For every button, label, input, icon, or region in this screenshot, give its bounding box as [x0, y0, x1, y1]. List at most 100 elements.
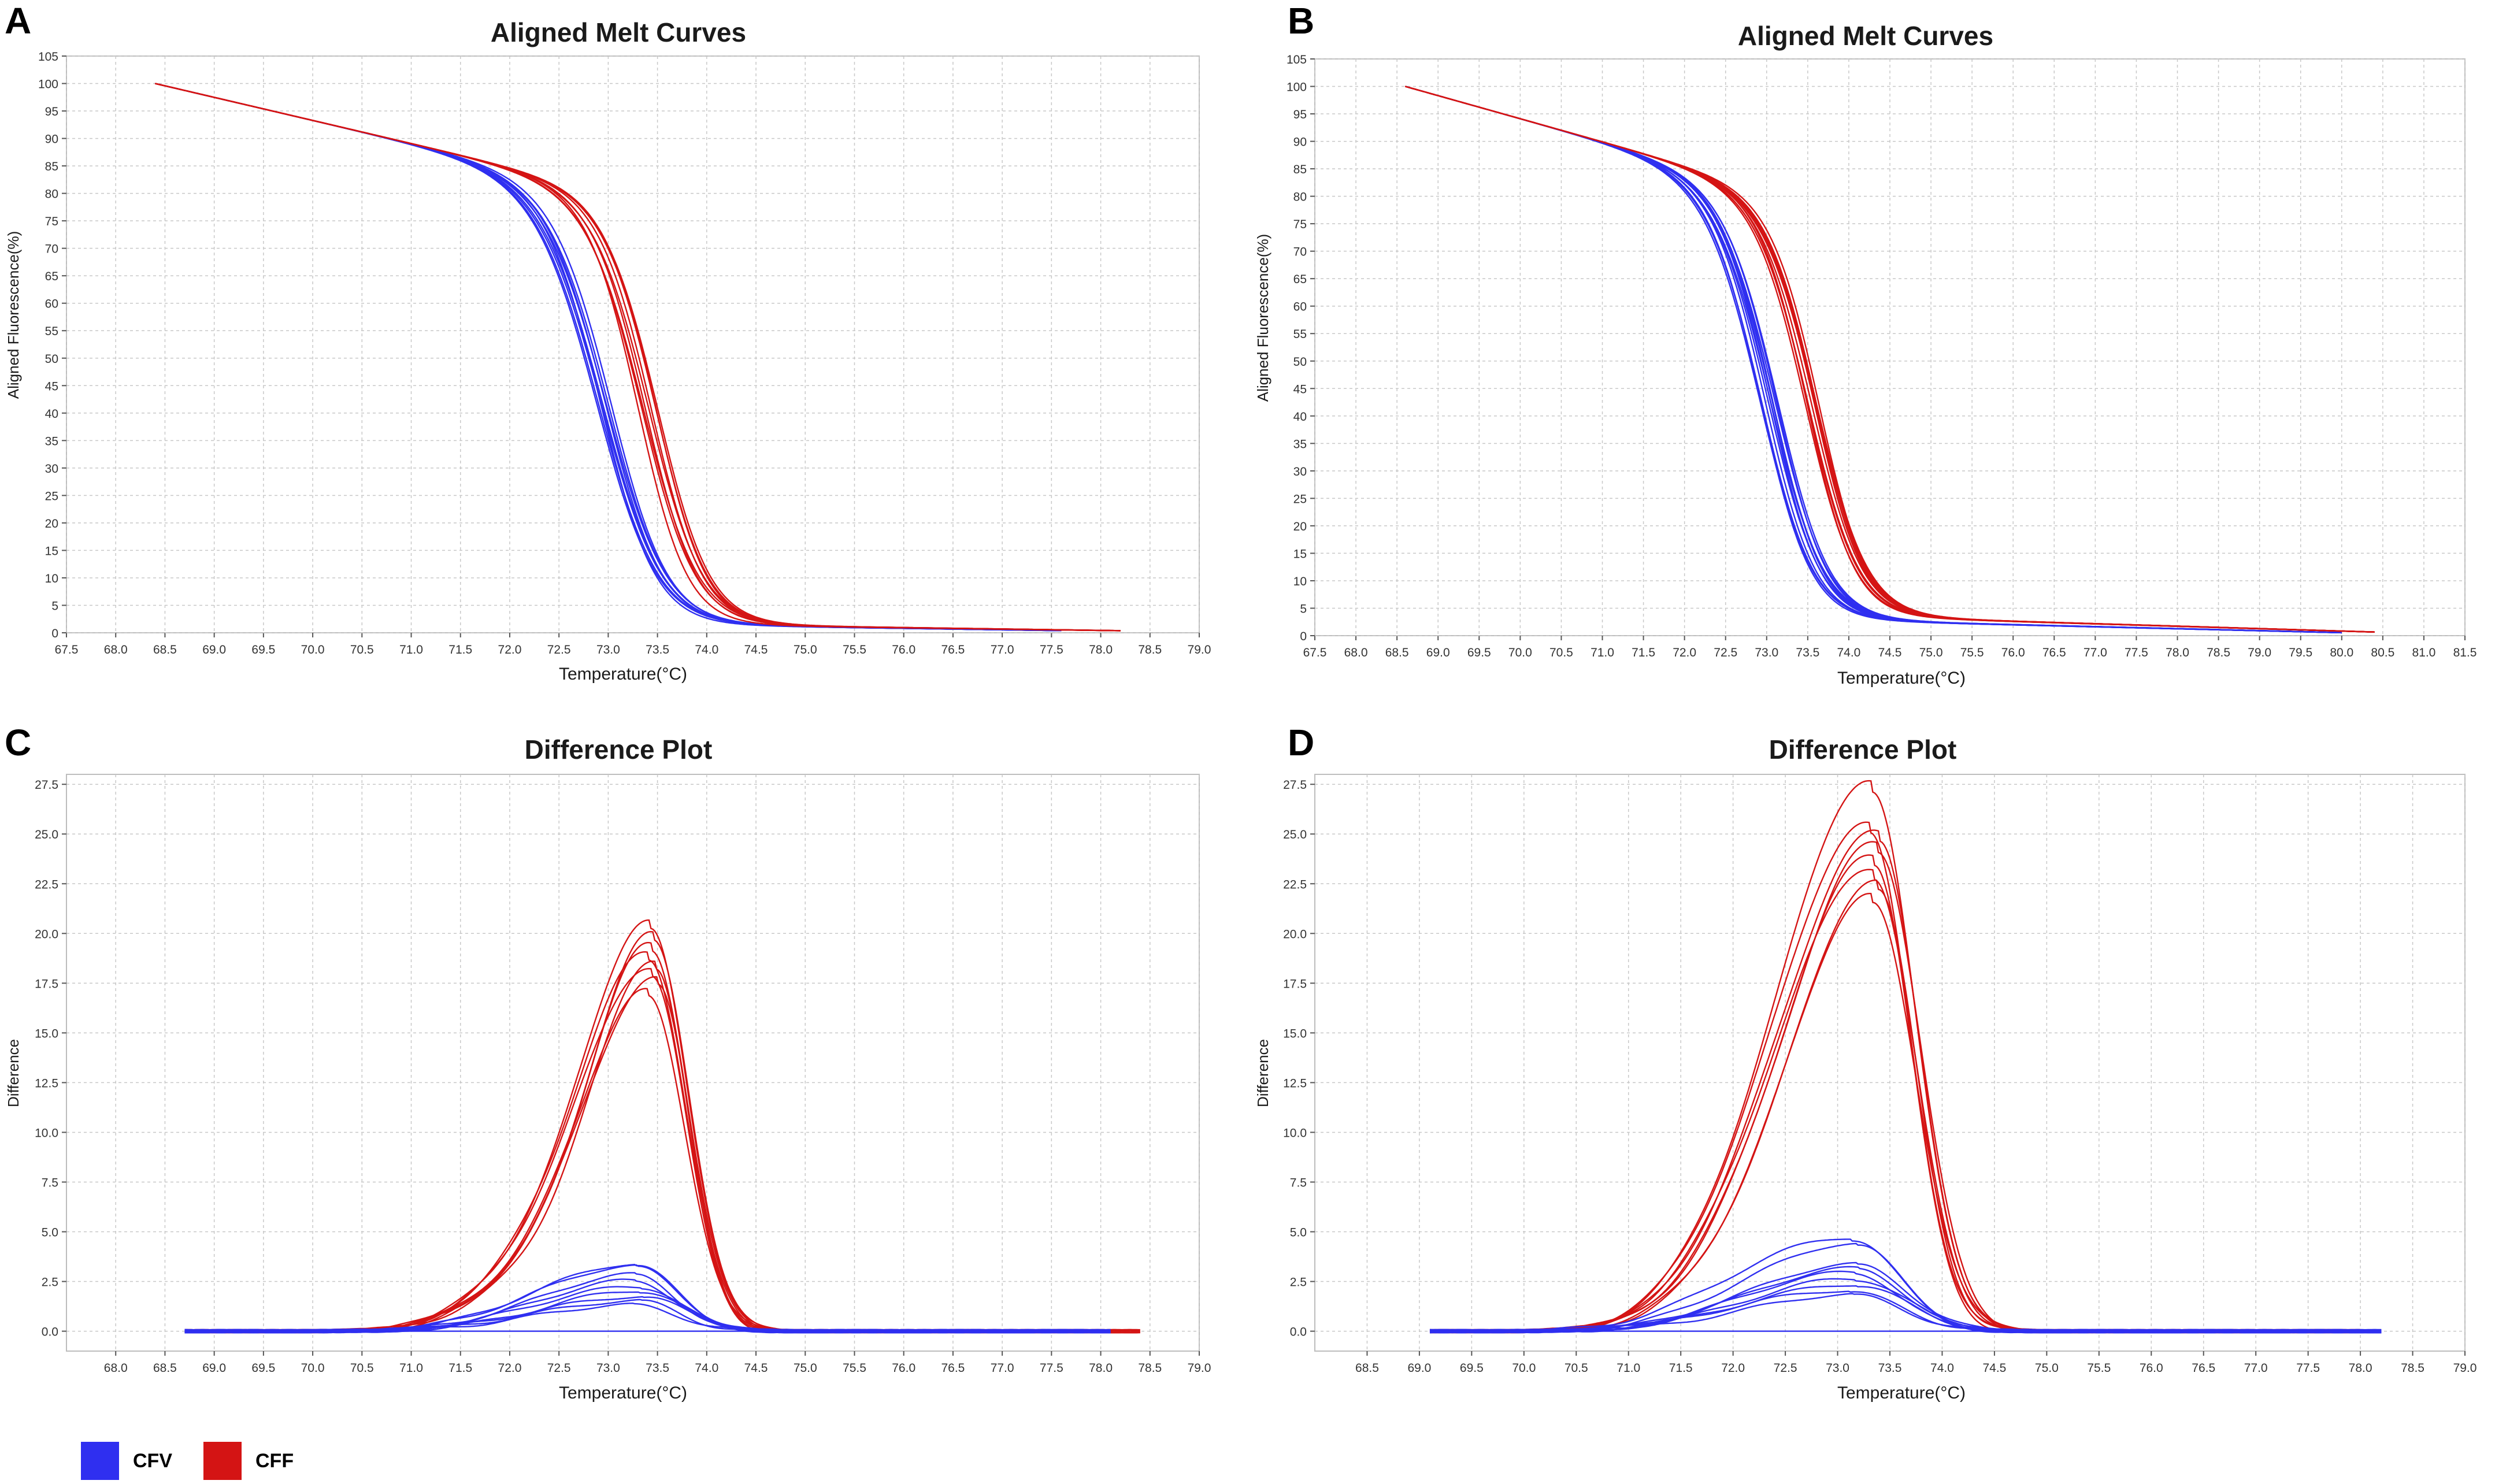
- x-tick-label: 76.0: [892, 1361, 915, 1375]
- plot-area-c: 68.0 68.5 69.0 69.5 70.0 70.5 71.0 71.5 72.0 72.5…: [35, 774, 1211, 1375]
- y-tick-label: 60: [1293, 300, 1307, 314]
- y-tick-label: 30: [45, 462, 58, 476]
- series-group: [184, 919, 1140, 1334]
- y-tick-label: 7.5: [1290, 1176, 1307, 1189]
- y-tick-label: 30: [1293, 465, 1307, 478]
- x-tick-label: 77.0: [991, 1361, 1014, 1375]
- x-axis-label-b: Temperature(°C): [1837, 669, 1966, 688]
- y-tick-label: 10.0: [35, 1126, 58, 1140]
- y-tick-label: 65: [1293, 273, 1307, 286]
- x-axis-label-a: Temperature(°C): [559, 665, 687, 684]
- y-tick-label: 10: [1293, 575, 1307, 588]
- x-tick-label: 78.0: [2349, 1361, 2372, 1375]
- y-tick-label: 25.0: [1283, 828, 1307, 841]
- panel-letter-c: C: [5, 722, 31, 763]
- y-axis-label-a: Aligned Fluorescence(%): [5, 231, 22, 399]
- x-tick-label: 74.5: [1982, 1361, 2006, 1375]
- x-tick-label: 77.0: [991, 643, 1014, 656]
- y-tick-label: 5.0: [42, 1226, 58, 1240]
- x-tick-label: 74.5: [1878, 646, 1902, 659]
- panel-letter-b: B: [1288, 0, 1314, 42]
- y-tick-label: 27.5: [35, 778, 58, 792]
- x-tick-label: 75.5: [843, 1361, 866, 1375]
- y-tick-label: 2.5: [42, 1276, 58, 1289]
- x-tick-label: 78.5: [1138, 1361, 1162, 1375]
- x-tick-label: 80.5: [2371, 646, 2394, 659]
- x-tick-label: 71.5: [448, 643, 472, 656]
- x-tick-label: 70.5: [350, 643, 374, 656]
- y-tick-label: 22.5: [1283, 878, 1307, 891]
- y-tick-label: 15: [45, 544, 58, 558]
- difference-curve-cfv: [1429, 1290, 2382, 1334]
- x-tick-label: 77.5: [2296, 1361, 2320, 1375]
- y-tick-label: 35: [1293, 437, 1307, 451]
- y-tick-label: 45: [1293, 383, 1307, 396]
- x-tick-label: 70.0: [301, 643, 325, 656]
- x-tick-label: 77.0: [2084, 646, 2107, 659]
- x-tick-label: 71.5: [448, 1361, 472, 1375]
- x-tick-label: 70.0: [1512, 1361, 1536, 1375]
- x-tick-label: 73.0: [596, 1361, 620, 1375]
- y-tick-label: 17.5: [1283, 977, 1307, 990]
- x-tick-label: 76.5: [2192, 1361, 2215, 1375]
- chart-title-d: Difference Plot: [1769, 734, 1957, 765]
- x-tick-label: 77.5: [1040, 643, 1063, 656]
- x-tick-label: 72.0: [498, 1361, 522, 1375]
- x-tick-label: 72.5: [547, 643, 571, 656]
- x-tick-label: 72.0: [498, 643, 522, 656]
- x-tick-label: 74.0: [1930, 1361, 1954, 1375]
- x-tick-label: 73.0: [596, 643, 620, 656]
- x-tick-label: 70.0: [1508, 646, 1532, 659]
- y-tick-label: 10.0: [1283, 1126, 1307, 1140]
- plot-area-b: 67.5 68.0 68.5 69.0 69.5 70.0 70.5 71.0 71.5 72.0…: [1287, 53, 2477, 659]
- x-tick-label: 73.5: [646, 643, 669, 656]
- x-tick-label: 74.0: [695, 643, 718, 656]
- x-tick-label: 76.5: [941, 643, 965, 656]
- x-tick-label: 71.0: [1591, 646, 1614, 659]
- plot-frame: [66, 774, 1200, 1352]
- panel-letter-d: D: [1288, 722, 1314, 763]
- x-tick-label: 73.0: [1826, 1361, 1849, 1375]
- difference-curve-cfv: [184, 1291, 1111, 1334]
- y-tick-label: 105: [1287, 53, 1307, 66]
- x-tick-label: 72.5: [1714, 646, 1737, 659]
- legend-label-cfv: CFV: [133, 1449, 172, 1472]
- x-tick-label: 75.0: [794, 643, 817, 656]
- y-tick-label: 5.0: [1290, 1226, 1307, 1240]
- x-tick-label: 77.5: [1040, 1361, 1063, 1375]
- y-tick-label: 75: [1293, 218, 1307, 231]
- x-tick-label: 69.5: [1467, 646, 1491, 659]
- y-tick-label: 100: [38, 78, 58, 91]
- y-tick-label: 15.0: [1283, 1027, 1307, 1040]
- x-tick-label: 67.5: [55, 643, 79, 656]
- x-tick-label: 75.0: [2035, 1361, 2059, 1375]
- y-tick-label: 50: [45, 353, 58, 366]
- y-tick-label: 0: [1300, 630, 1307, 643]
- x-tick-label: 74.5: [744, 643, 768, 656]
- x-tick-label: 76.0: [892, 643, 915, 656]
- x-tick-label: 76.5: [941, 1361, 965, 1375]
- y-tick-label: 95: [1293, 108, 1307, 121]
- y-tick-label: 50: [1293, 355, 1307, 369]
- x-tick-label: 68.5: [153, 643, 177, 656]
- y-tick-label: 25: [45, 489, 58, 503]
- y-axis-label-c: Difference: [5, 1039, 22, 1107]
- x-tick-label: 76.0: [2001, 646, 2025, 659]
- y-tick-label: 90: [1293, 136, 1307, 149]
- y-tick-label: 40: [1293, 410, 1307, 424]
- plot-area-a: 67.5 68.0 68.5 69.0 69.5 70.0 70.5 71.0 71.5 72.0…: [38, 50, 1211, 656]
- panel-d: D Difference Plot Difference Temperature…: [1254, 722, 2477, 1403]
- y-tick-label: 25: [1293, 492, 1307, 506]
- panel-letter-a: A: [5, 0, 31, 42]
- x-tick-label: 74.0: [1837, 646, 1860, 659]
- series-group: [1429, 780, 2382, 1334]
- x-tick-label: 69.0: [1407, 1361, 1431, 1375]
- panel-c: C Difference Plot Difference Temperature…: [5, 722, 1211, 1403]
- x-tick-label: 69.0: [1426, 646, 1450, 659]
- x-tick-label: 81.5: [2453, 646, 2477, 659]
- y-tick-label: 100: [1287, 81, 1307, 94]
- x-tick-label: 76.5: [2042, 646, 2066, 659]
- x-tick-label: 70.5: [1565, 1361, 1588, 1375]
- x-tick-label: 78.0: [1089, 643, 1113, 656]
- x-tick-label: 73.5: [1796, 646, 1819, 659]
